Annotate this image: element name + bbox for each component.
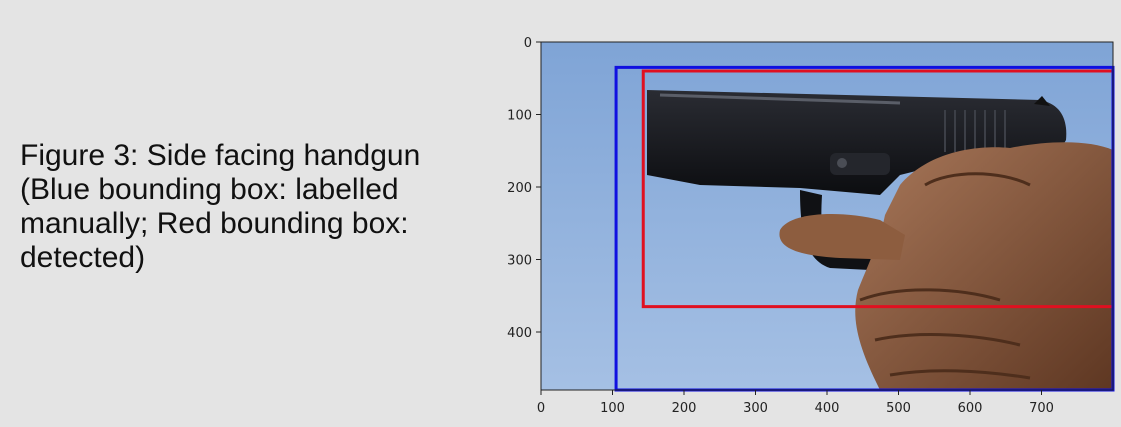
- x-axis: 0 100 200 300 400 500 600 700: [537, 390, 1054, 416]
- x-tick-label: 400: [815, 401, 840, 416]
- x-tick-label: 500: [886, 401, 911, 416]
- x-tick-label: 300: [743, 401, 768, 416]
- y-tick-label: 200: [507, 181, 532, 196]
- x-tick-label: 200: [672, 401, 697, 416]
- x-tick-label: 0: [537, 401, 545, 416]
- y-tick-label: 0: [524, 36, 532, 51]
- y-tick-label: 100: [507, 109, 532, 124]
- y-tick-label: 400: [507, 326, 532, 341]
- slide-serrations: [945, 110, 1005, 152]
- handgun-photo: [541, 42, 1113, 390]
- x-tick-label: 700: [1029, 401, 1054, 416]
- x-tick-label: 600: [958, 401, 983, 416]
- y-axis: 0 100 200 300 400: [507, 36, 541, 341]
- x-tick-label: 100: [600, 401, 625, 416]
- y-tick-label: 300: [507, 254, 532, 269]
- slide-stop-pin: [837, 158, 847, 168]
